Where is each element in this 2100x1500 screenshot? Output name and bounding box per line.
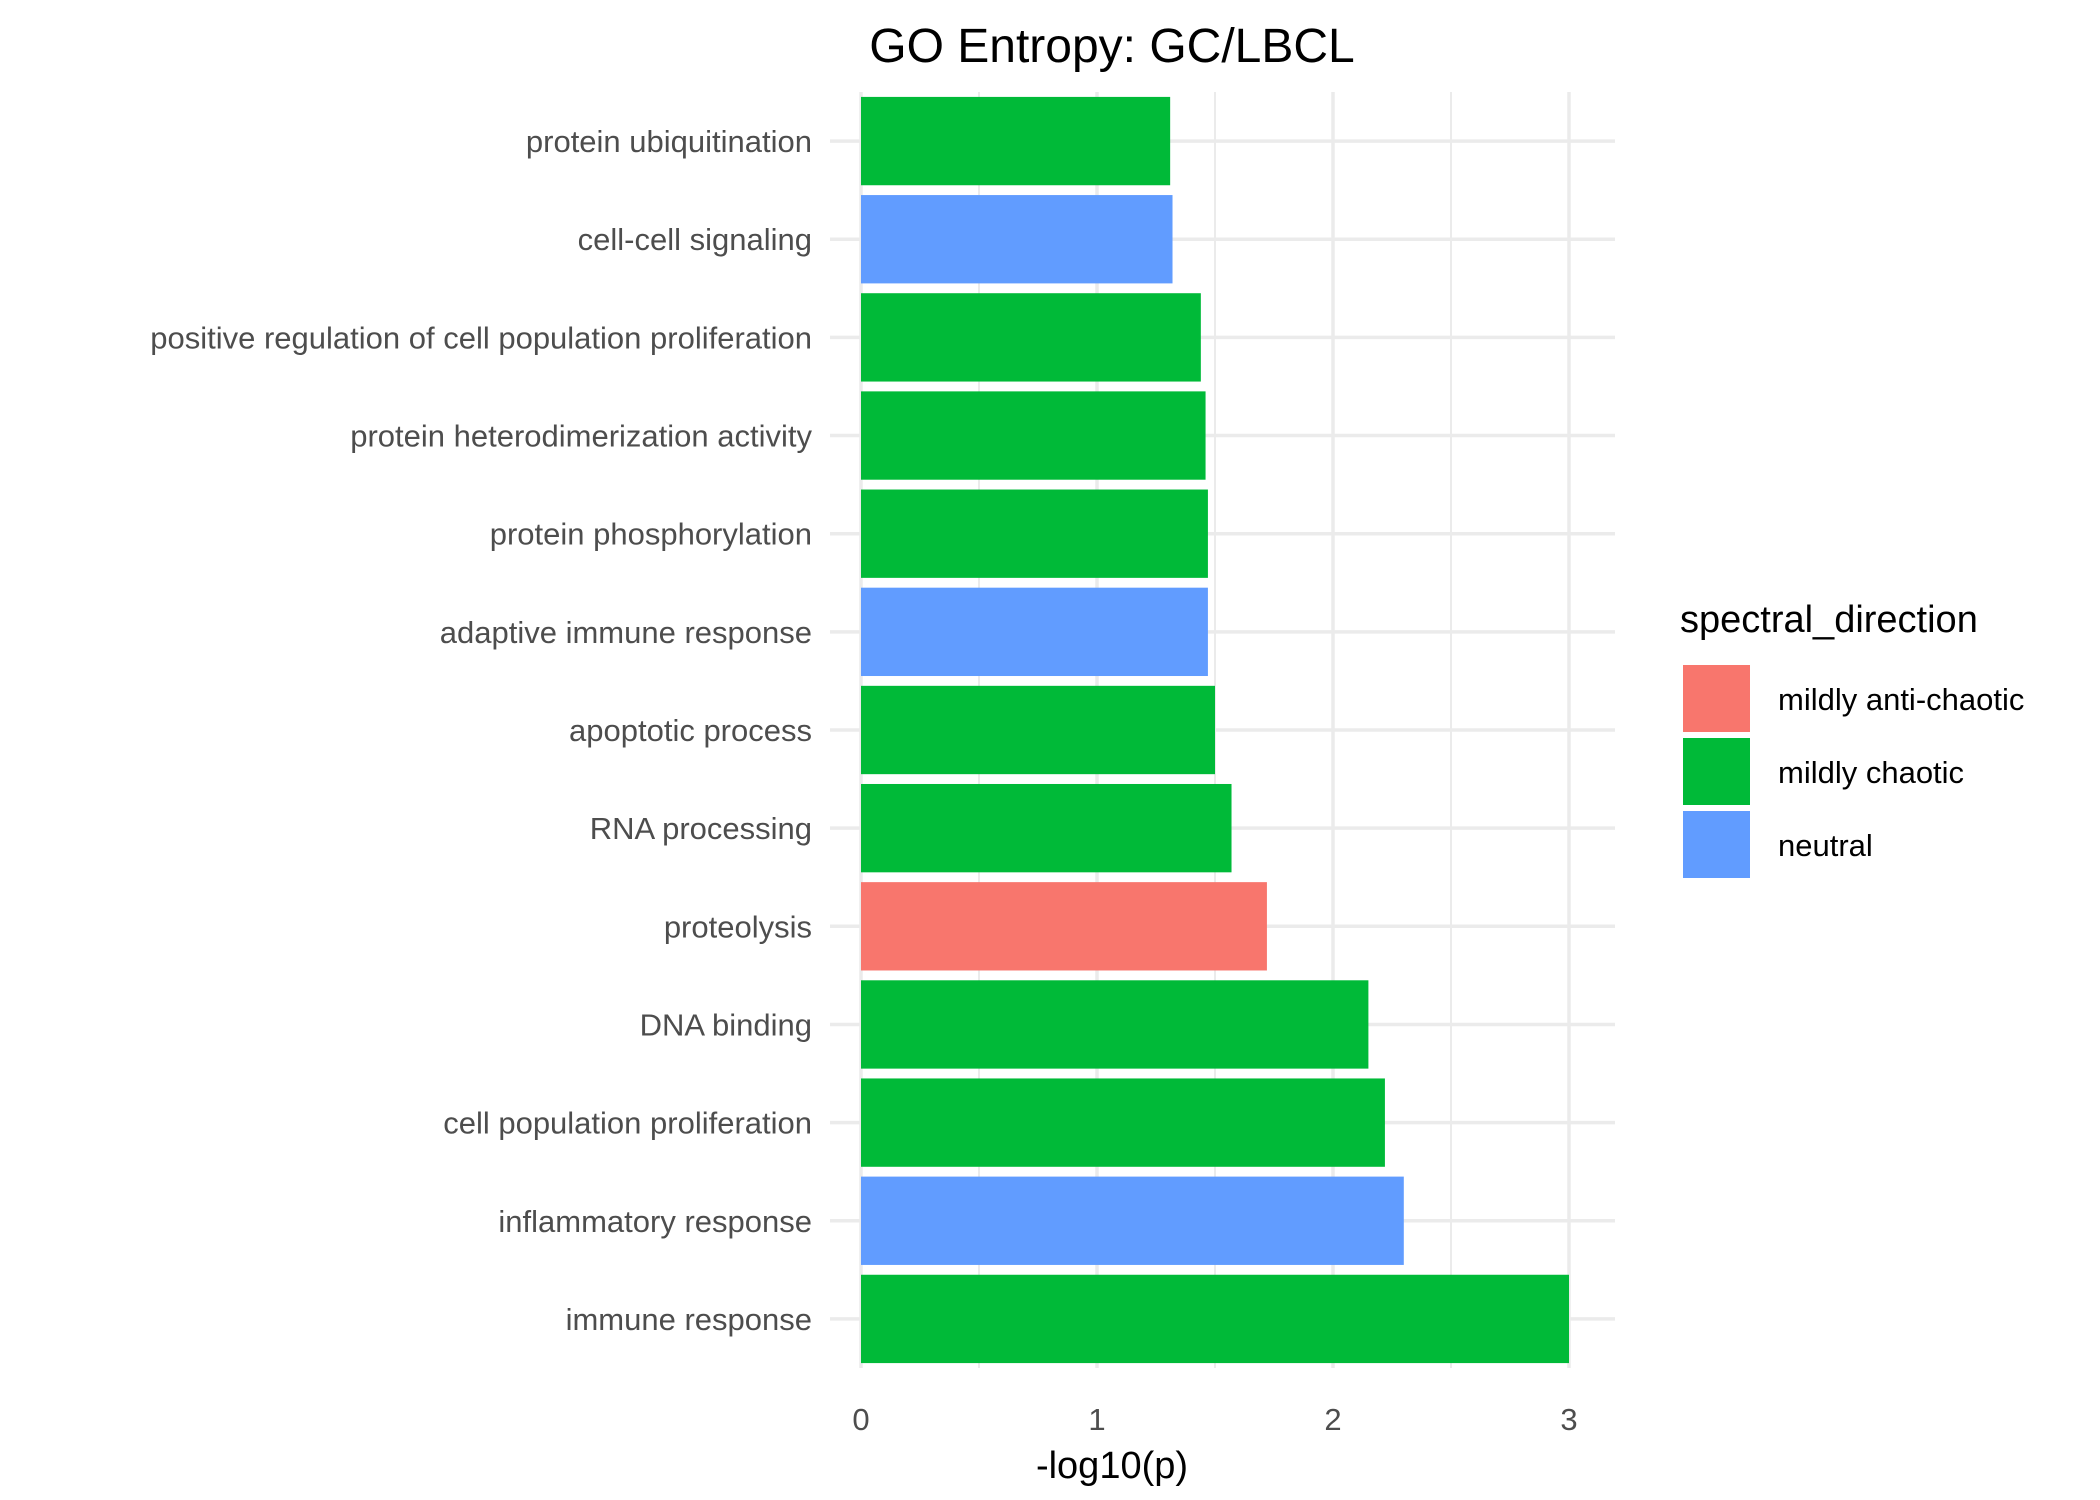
bar bbox=[861, 1176, 1404, 1265]
bar bbox=[861, 489, 1208, 578]
legend-swatch bbox=[1683, 811, 1750, 878]
bar bbox=[861, 391, 1206, 480]
x-tick-label: 0 bbox=[852, 1402, 869, 1437]
x-axis-labels: 0 1 2 3 bbox=[852, 1402, 1577, 1437]
bar bbox=[861, 685, 1215, 775]
y-tick-label: immune response bbox=[566, 1302, 812, 1337]
y-tick-label: positive regulation of cell population p… bbox=[150, 320, 812, 355]
y-tick-label: cell-cell signaling bbox=[578, 222, 812, 257]
bar bbox=[861, 882, 1267, 971]
y-tick-label: RNA processing bbox=[590, 811, 812, 846]
y-tick-label: inflammatory response bbox=[498, 1204, 812, 1239]
bar bbox=[861, 195, 1173, 284]
y-tick-label: apoptotic process bbox=[569, 713, 812, 748]
bar bbox=[861, 980, 1369, 1069]
y-tick-label: protein ubiquitination bbox=[526, 124, 812, 159]
y-tick-label: protein phosphorylation bbox=[490, 517, 812, 552]
y-tick-label: adaptive immune response bbox=[440, 615, 812, 650]
bar bbox=[861, 1274, 1569, 1364]
legend: spectral_direction mildly anti-chaotic mi… bbox=[1680, 599, 2024, 878]
bar bbox=[861, 783, 1232, 873]
legend-title: spectral_direction bbox=[1680, 599, 1978, 641]
bar bbox=[861, 587, 1208, 677]
bar bbox=[861, 96, 1171, 186]
legend-swatch bbox=[1683, 738, 1750, 805]
bar bbox=[861, 293, 1201, 382]
bars bbox=[861, 96, 1569, 1364]
x-tick-label: 2 bbox=[1324, 1402, 1341, 1437]
bar bbox=[861, 1078, 1385, 1167]
legend-label: mildly anti-chaotic bbox=[1778, 682, 2024, 717]
x-tick-label: 1 bbox=[1088, 1402, 1105, 1437]
chart-title: GO Entropy: GC/LBCL bbox=[869, 20, 1355, 73]
y-tick-label: DNA binding bbox=[640, 1007, 812, 1042]
y-tick-label: proteolysis bbox=[664, 909, 812, 944]
y-tick-label: cell population proliferation bbox=[443, 1106, 812, 1141]
legend-label: neutral bbox=[1778, 828, 1873, 863]
x-axis-title: -log10(p) bbox=[1036, 1445, 1188, 1487]
x-tick-label: 3 bbox=[1560, 1402, 1577, 1437]
legend-swatch bbox=[1683, 665, 1750, 732]
y-axis-labels: immune response inflammatory response cell… bbox=[150, 124, 812, 1337]
legend-label: mildly chaotic bbox=[1778, 755, 1964, 790]
y-tick-label: protein heterodimerization activity bbox=[350, 419, 812, 454]
